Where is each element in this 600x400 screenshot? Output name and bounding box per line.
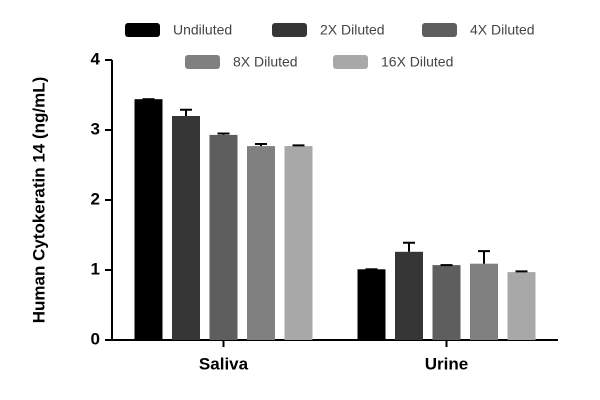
bar xyxy=(172,116,200,340)
bar xyxy=(507,272,536,340)
bar xyxy=(134,99,163,340)
legend-label: 4X Diluted xyxy=(470,22,535,38)
bar xyxy=(284,146,313,340)
y-tick-label: 3 xyxy=(91,119,100,138)
error-bar xyxy=(478,250,490,264)
x-tick-label: Saliva xyxy=(199,354,249,373)
y-tick-label: 4 xyxy=(91,49,101,68)
bar xyxy=(209,134,238,340)
x-tick-label: Urine xyxy=(425,354,468,373)
bar xyxy=(357,269,386,340)
bar xyxy=(432,265,461,340)
legend-swatch xyxy=(185,55,220,69)
error-bar xyxy=(180,108,192,116)
bar xyxy=(395,251,423,340)
error-bar xyxy=(292,144,305,147)
y-tick-label: 0 xyxy=(91,329,100,348)
legend-label: 16X Diluted xyxy=(381,54,453,70)
legend-swatch xyxy=(422,23,457,37)
legend-label: 2X Diluted xyxy=(320,22,385,38)
error-bar xyxy=(515,270,528,273)
y-tick-label: 2 xyxy=(91,189,100,208)
legend-label: 8X Diluted xyxy=(233,54,298,70)
legend-swatch xyxy=(333,55,368,69)
legend-label: Undiluted xyxy=(173,22,232,38)
bar xyxy=(470,263,498,340)
y-axis-label: Human Cytokeratin 14 (ng/mL) xyxy=(29,77,48,324)
error-bar xyxy=(403,241,415,252)
error-bar xyxy=(255,143,267,147)
legend-swatch xyxy=(125,23,160,37)
y-tick-label: 1 xyxy=(91,259,100,278)
error-bar xyxy=(217,132,230,135)
bar xyxy=(247,146,275,340)
legend-swatch xyxy=(272,23,307,37)
